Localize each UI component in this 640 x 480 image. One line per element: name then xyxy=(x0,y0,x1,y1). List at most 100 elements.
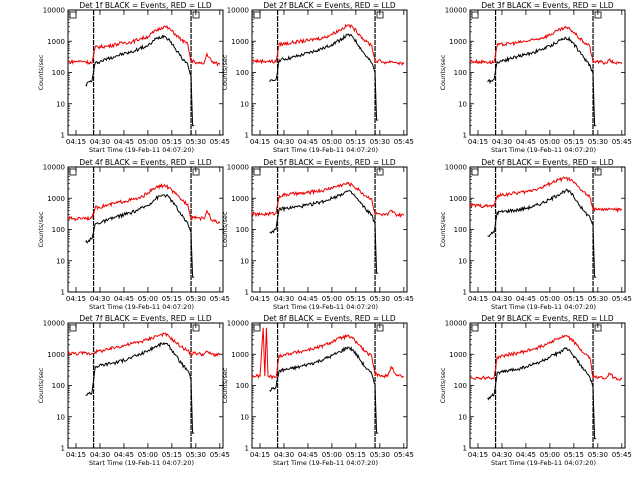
x-axis-label: Start Time (19-Feb-11 04:07:20) xyxy=(273,146,378,154)
y-tick-label: 1000 xyxy=(449,38,467,46)
y-tick-label: 10000 xyxy=(227,7,249,15)
x-tick-label: 05:00 xyxy=(138,138,158,146)
x-tick-label: 04:45 xyxy=(298,295,318,303)
y-tick-label: 100 xyxy=(454,382,467,390)
x-tick-label: 04:45 xyxy=(298,451,318,459)
x-tick-label: 05:45 xyxy=(210,451,230,459)
panel-title: Det 3f BLACK = Events, RED = LLD xyxy=(481,1,614,10)
x-tick-label: 05:00 xyxy=(322,295,342,303)
y-axis-label: Counts/sec xyxy=(439,367,447,403)
y-tick-label: 1 xyxy=(463,445,467,453)
x-tick-label: 05:30 xyxy=(186,138,206,146)
x-tick-label: 04:30 xyxy=(90,138,110,146)
y-tick-label: 10000 xyxy=(43,7,65,15)
x-tick-label: 05:00 xyxy=(540,451,560,459)
x-tick-label: 05:15 xyxy=(162,451,182,459)
detector-panel: Det 9f BLACK = Events, RED = LLD 1 10 100 10… xyxy=(439,314,632,467)
y-tick-label: 10000 xyxy=(445,320,467,328)
x-tick-label: 05:30 xyxy=(588,138,608,146)
x-tick-label: 05:45 xyxy=(394,295,414,303)
y-tick-label: 1 xyxy=(61,445,65,453)
y-tick-label: 100 xyxy=(236,226,249,234)
x-tick-label: 05:45 xyxy=(394,138,414,146)
x-tick-label: 05:15 xyxy=(564,451,584,459)
corner-box-left xyxy=(253,11,261,19)
x-tick-label: 04:30 xyxy=(90,295,110,303)
y-tick-label: 100 xyxy=(454,226,467,234)
x-tick-label: 04:15 xyxy=(66,451,86,459)
x-tick-label: 05:00 xyxy=(540,295,560,303)
x-tick-label: 04:45 xyxy=(516,451,536,459)
y-axis-label: Counts/sec xyxy=(37,211,45,247)
x-tick-label: 05:15 xyxy=(346,451,366,459)
y-tick-label: 1 xyxy=(245,289,249,297)
x-tick-label: 04:15 xyxy=(250,295,270,303)
x-tick-label: 04:30 xyxy=(90,451,110,459)
y-tick-label: 1000 xyxy=(47,351,65,359)
x-tick-label: 05:30 xyxy=(186,451,206,459)
y-tick-label: 100 xyxy=(454,69,467,77)
corner-box-left xyxy=(471,324,479,332)
y-tick-label: 10000 xyxy=(43,164,65,172)
x-tick-label: 04:45 xyxy=(114,138,134,146)
y-axis-label: Counts/sec xyxy=(221,367,229,403)
y-axis-label: Counts/sec xyxy=(37,367,45,403)
plot-frame xyxy=(67,322,224,449)
x-tick-label: 04:30 xyxy=(492,138,512,146)
corner-box-left xyxy=(471,168,479,176)
lld-series-line xyxy=(67,182,221,224)
lld-series-line xyxy=(67,332,221,358)
corner-box-left xyxy=(69,324,77,332)
x-tick-label: 05:30 xyxy=(370,295,390,303)
x-axis-label: Start Time (19-Feb-11 04:07:20) xyxy=(89,146,194,154)
x-tick-label: 05:30 xyxy=(588,451,608,459)
detector-panel: Det 6f BLACK = Events, RED = LLD 1 10 100 10… xyxy=(439,158,632,311)
events-series-line xyxy=(85,341,195,434)
x-tick-label: 04:30 xyxy=(492,451,512,459)
lld-series-line xyxy=(67,25,221,67)
y-tick-label: 10 xyxy=(56,257,65,265)
y-axis-label: Counts/sec xyxy=(221,54,229,90)
x-axis-label: Start Time (19-Feb-11 04:07:20) xyxy=(491,146,596,154)
x-tick-label: 04:30 xyxy=(492,295,512,303)
events-series-line xyxy=(487,188,597,278)
corner-box-left xyxy=(69,168,77,176)
events-series-line xyxy=(269,190,379,274)
y-tick-label: 1000 xyxy=(449,195,467,203)
y-axis-label: Counts/sec xyxy=(439,211,447,247)
lld-series-line xyxy=(251,181,405,218)
y-tick-label: 100 xyxy=(52,69,65,77)
x-axis-label: Start Time (19-Feb-11 04:07:20) xyxy=(491,459,596,467)
x-tick-label: 04:15 xyxy=(468,295,488,303)
x-tick-label: 05:45 xyxy=(612,451,632,459)
x-tick-label: 05:30 xyxy=(370,451,390,459)
x-tick-label: 05:30 xyxy=(588,295,608,303)
lld-series-line xyxy=(469,176,623,214)
detector-panel: Det 2f BLACK = Events, RED = LLD 1 10 100 10… xyxy=(221,1,414,154)
x-tick-label: 05:15 xyxy=(162,295,182,303)
x-tick-label: 05:00 xyxy=(322,138,342,146)
y-axis-label: Counts/sec xyxy=(221,211,229,247)
y-tick-label: 10000 xyxy=(43,320,65,328)
panel-title: Det 4f BLACK = Events, RED = LLD xyxy=(79,158,212,167)
y-tick-label: 1000 xyxy=(231,38,249,46)
x-tick-label: 05:15 xyxy=(346,138,366,146)
events-series-line xyxy=(85,193,195,278)
corner-box-left xyxy=(471,11,479,19)
x-axis-label: Start Time (19-Feb-11 04:07:20) xyxy=(89,303,194,311)
x-tick-label: 04:15 xyxy=(468,138,488,146)
corner-box-left xyxy=(253,168,261,176)
panel-title: Det 1f BLACK = Events, RED = LLD xyxy=(79,1,212,10)
events-series-line xyxy=(487,346,597,440)
plot-frame xyxy=(67,9,224,136)
y-tick-label: 1 xyxy=(245,445,249,453)
x-tick-label: 04:15 xyxy=(250,451,270,459)
y-axis-label: Counts/sec xyxy=(37,54,45,90)
y-tick-label: 10000 xyxy=(227,320,249,328)
detector-panel: Det 3f BLACK = Events, RED = LLD 1 10 100 10… xyxy=(439,1,632,154)
detector-panel: Det 4f BLACK = Events, RED = LLD 1 10 100 10… xyxy=(37,158,230,311)
y-tick-label: 1000 xyxy=(231,351,249,359)
y-tick-label: 1000 xyxy=(47,195,65,203)
corner-box-left xyxy=(69,11,77,19)
lld-series-line xyxy=(469,334,623,381)
